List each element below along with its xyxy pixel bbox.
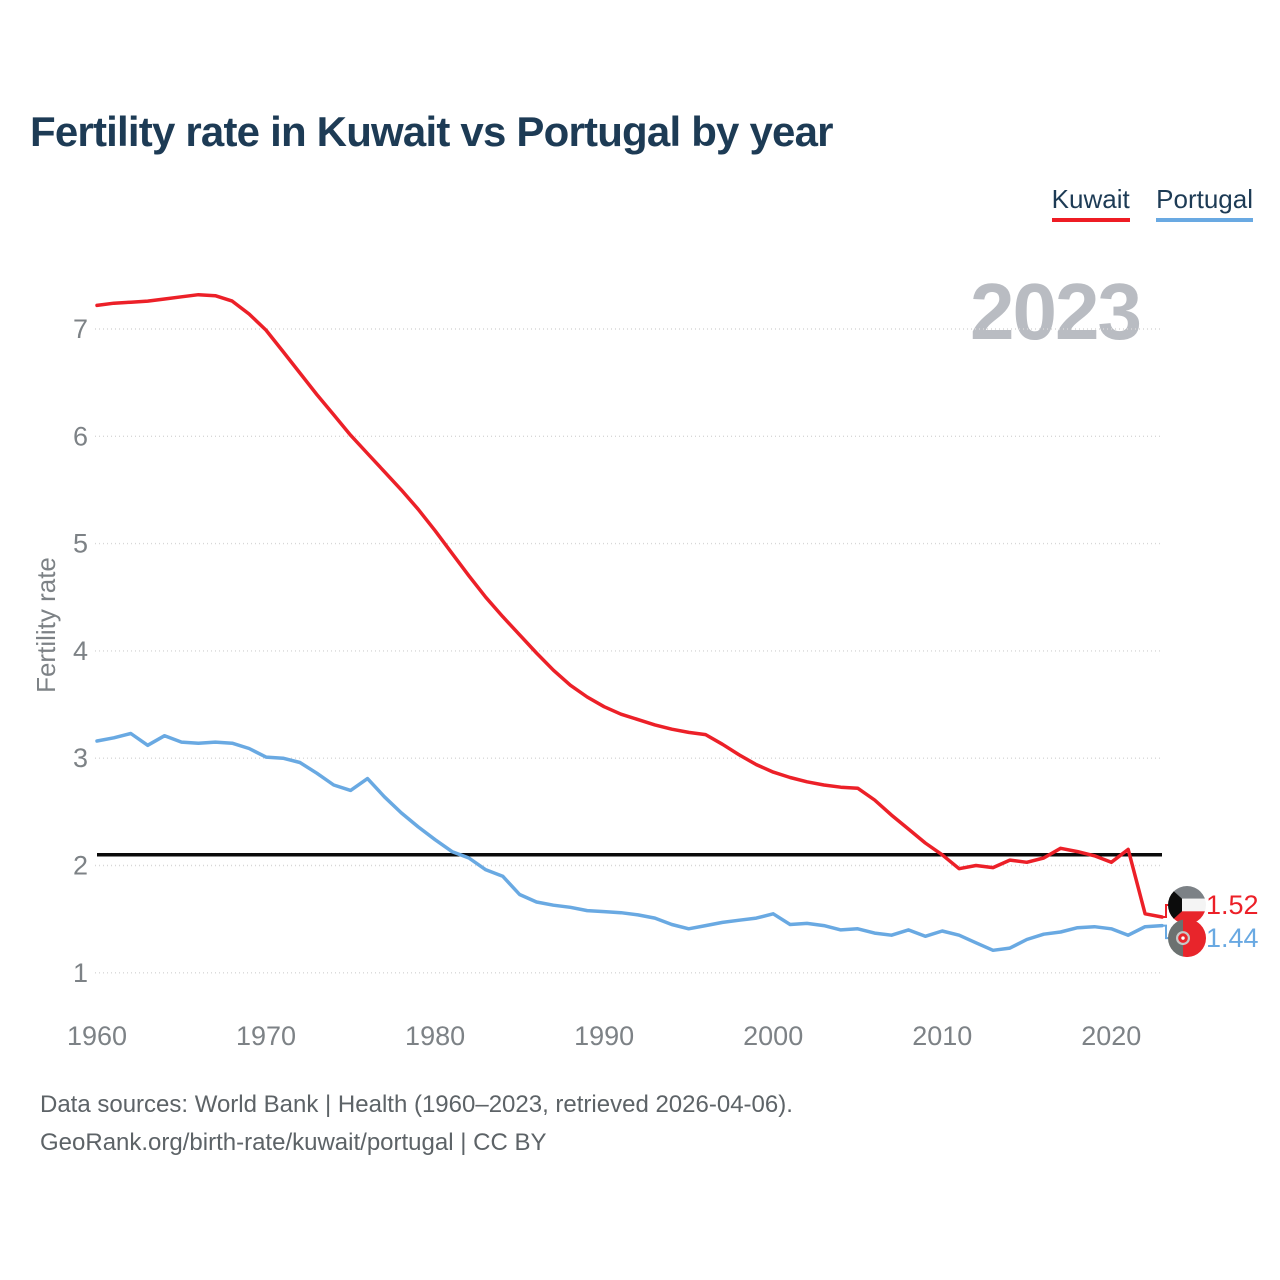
kuwait-line xyxy=(95,292,1164,919)
page-title: Fertility rate in Kuwait vs Portugal by … xyxy=(30,108,834,155)
x-tick-1990: 1990 xyxy=(574,1021,634,1051)
x-tick-1960: 1960 xyxy=(67,1021,127,1051)
portugal-end-value: 1.44 xyxy=(1206,923,1259,954)
kuwait-flag-icon xyxy=(1168,886,1206,925)
portugal-line xyxy=(95,731,1164,953)
portugal-flag-icon xyxy=(1168,919,1206,958)
x-tick-2010: 2010 xyxy=(912,1021,972,1051)
x-tick-1980: 1980 xyxy=(405,1021,465,1051)
y-tick-1: 1 xyxy=(73,958,88,988)
year-watermark: 2023 xyxy=(970,267,1142,356)
y-tick-5: 5 xyxy=(73,529,88,559)
y-tick-6: 6 xyxy=(73,421,88,451)
legend-item-kuwait[interactable]: Kuwait xyxy=(1051,184,1130,222)
y-tick-2: 2 xyxy=(73,851,88,881)
source-note: Data sources: World Bank | Health (1960–… xyxy=(40,1086,793,1162)
x-tick-2020: 2020 xyxy=(1081,1021,1141,1051)
x-tick-1970: 1970 xyxy=(236,1021,296,1051)
legend: Kuwait Portugal xyxy=(1030,184,1253,222)
kuwait-end-value: 1.52 xyxy=(1206,890,1259,920)
y-tick-4: 4 xyxy=(73,636,88,666)
y-tick-7: 7 xyxy=(73,314,88,344)
legend-item-portugal[interactable]: Portugal xyxy=(1156,184,1253,222)
source-line-2: GeoRank.org/birth-rate/kuwait/portugal |… xyxy=(40,1129,547,1156)
y-tick-3: 3 xyxy=(73,743,88,773)
fertility-line-chart: 1 2 3 4 5 6 7 1960 1970 1980 1990 2000 2010 2020 xyxy=(67,292,1206,1051)
source-line-1: Data sources: World Bank | Health (1960–… xyxy=(40,1091,793,1118)
x-tick-2000: 2000 xyxy=(743,1021,803,1051)
